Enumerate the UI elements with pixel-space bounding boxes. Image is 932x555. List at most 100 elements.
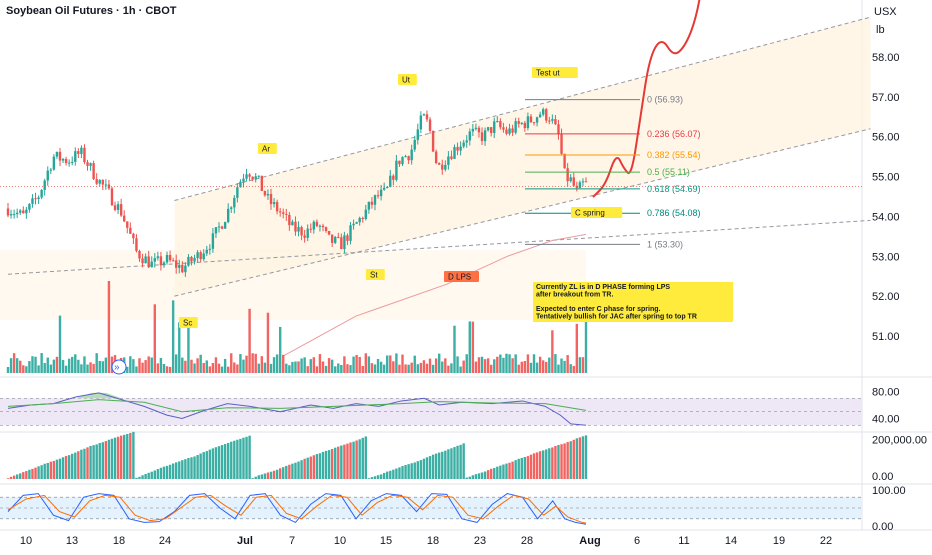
candle-body [260,175,264,191]
candle-body [193,258,196,262]
candle-body [401,157,404,165]
candle-body [83,147,86,163]
cum-volume-bar [468,476,471,479]
volume-bar [19,360,22,373]
candle-body [364,209,368,219]
cum-volume-bar [205,451,208,479]
candle-body [480,132,484,142]
cum-volume-bar [584,435,588,479]
time-tick-label: 24 [159,535,171,547]
candle-body [119,204,123,216]
volume-bar [554,354,557,373]
candle-body [126,221,129,228]
trading-range-band [0,250,586,321]
cum-volume-bar [217,446,221,479]
volume-bar [434,358,438,373]
candle-body [22,210,25,214]
cum-volume-bar [526,456,530,479]
candle-body [511,128,514,133]
candle-body [410,149,413,161]
cum-volume-bar [541,450,545,479]
label-test-ut: Test ut [536,69,560,78]
volume-bar [184,360,187,373]
candle-body [37,197,40,200]
note-line: Currently ZL is in D PHASE forming LPS [536,284,670,291]
candle-body [376,195,380,197]
cum-volume-bar [315,454,319,479]
stoch-k-line [7,493,587,525]
candle-body [34,198,37,200]
cum-volume-bar [275,469,279,479]
volume-bar [330,359,334,373]
candle-body [404,156,407,158]
volume-bar [242,359,245,373]
candle-body [367,201,371,210]
candle-body [196,252,199,259]
candle-body [116,204,120,210]
candle-body [321,225,325,228]
candle-body [67,162,71,164]
fib-level-label: 0.5 (55.11) [647,167,690,177]
volume-bar [575,323,579,373]
cum-volume-bar [471,475,475,479]
candle-body [291,221,294,226]
price-tick-label: 56.00 [872,132,900,144]
cum-volume-bar [12,475,16,479]
volume-bar [471,321,475,373]
volume-bar [291,361,294,373]
currency-label[interactable]: USX [874,6,897,18]
candle-body [526,116,530,129]
candle-body [181,264,184,273]
cum-volume-bar [413,462,416,479]
volume-bar [25,366,28,373]
cum-volume-bar [346,443,349,479]
time-tick-label: Aug [579,535,600,547]
volume-bar [392,361,395,373]
candle-body [28,203,31,210]
candle-body [370,201,374,205]
candle-body [453,147,456,159]
cum-volume-bar [77,451,80,479]
candle-body [560,134,563,154]
volume-bar [132,359,135,373]
candle-body [294,221,297,232]
volume-bar [480,356,484,373]
cum-volume-bar [288,464,291,479]
volume-bar [523,361,527,373]
cum-volume-bar [386,471,389,479]
cum-volume-bar [46,462,49,479]
cum-volume-bar [373,476,377,479]
stoch-tick-label: 100.00 [872,485,906,497]
volume-bar [566,355,569,373]
cum-volume-bar [425,457,429,479]
candle-body [300,227,303,236]
channel-fill [174,17,871,297]
volume-bar [508,354,511,373]
volume-bar [343,356,346,373]
volume-bar [327,358,331,373]
cum-volume-bar [306,457,309,479]
candle-body [171,260,175,262]
cum-volume-bar [52,460,56,479]
cum-volume-bar [496,466,499,479]
cum-volume-bar [220,445,224,479]
volume-bar [511,358,514,373]
candle-body [398,160,401,165]
volume-bar [233,362,236,373]
candle-body [257,175,260,177]
cum-volume-bar [324,450,328,479]
cum-volume-bar [150,471,153,479]
cum-volume-bar [456,445,459,479]
cum-volume-bar [236,439,239,479]
cum-volume-bar [355,440,358,479]
volume-bar [462,360,465,373]
volume-bar [31,356,34,373]
candle-body [505,129,508,134]
cum-volume-bar [181,460,184,479]
chart-title[interactable]: Soybean Oil Futures · 1h · CBOT [6,5,177,17]
volume-bar [147,356,150,373]
cum-volume-bar [508,462,511,479]
volume-bar [337,363,340,373]
candle-body [15,212,19,215]
